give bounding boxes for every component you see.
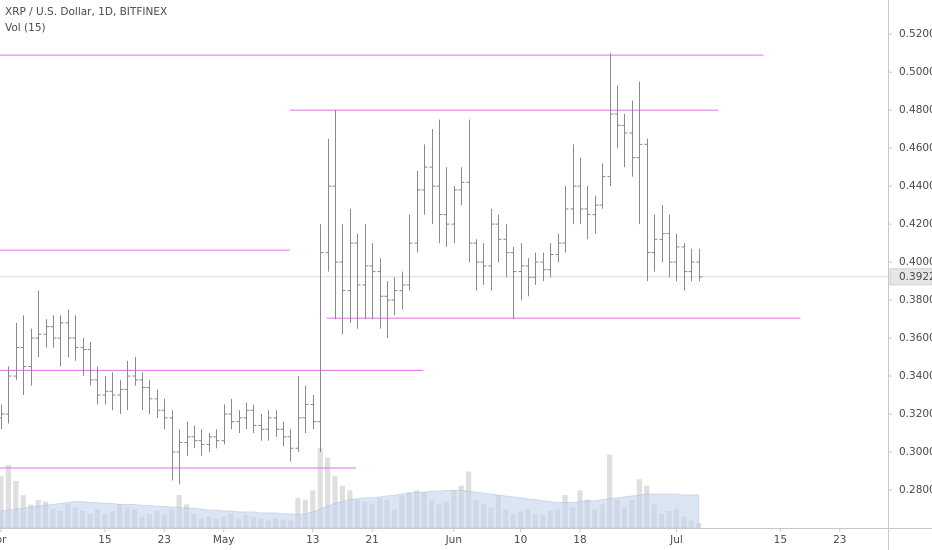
y-tick-label: 0.46000: [899, 142, 932, 154]
x-tick-label: May: [213, 534, 235, 546]
y-tick-label: 0.28000: [899, 484, 932, 496]
chart-title: XRP / U.S. Dollar, 1D, BITFINEX: [5, 6, 167, 18]
y-tick-label: 0.42000: [899, 218, 932, 230]
volume-title: Vol (15): [5, 22, 46, 34]
axes: 0.28000 0.30000 0.32000 0.34000 0.36000 0.380…: [0, 28, 932, 546]
x-tick-label: 15: [98, 534, 111, 546]
y-tick-label: 0.32000: [899, 408, 932, 420]
volume-bar: [607, 454, 613, 528]
price-pane: [0, 53, 888, 485]
y-tick-label: 0.48000: [899, 104, 932, 116]
volume-bar: [332, 476, 338, 528]
volume-bar: [13, 480, 19, 528]
y-tick-label: 0.52000: [899, 28, 932, 40]
x-tick-label: Jul: [669, 534, 683, 546]
volume-bar: [324, 457, 331, 528]
volume-ma-area: [0, 489, 700, 529]
y-tick-label: 0.44000: [899, 180, 932, 192]
x-tick-label: 13: [306, 534, 319, 546]
volume-bar: [5, 464, 12, 528]
volume-bar: [295, 497, 301, 528]
volume-bar: [317, 448, 323, 528]
last-price-box: [889, 268, 932, 286]
y-tick-label: 0.50000: [899, 66, 932, 78]
y-tick-label: 0.30000: [899, 446, 932, 458]
volume-bar: [310, 490, 316, 528]
last-price-label: 0.39226: [899, 271, 932, 283]
y-tick-label: 0.38000: [899, 294, 932, 306]
x-tick-label: 23: [158, 534, 171, 546]
x-tick-label: pr: [0, 534, 7, 546]
x-tick-label: Jun: [445, 534, 462, 546]
y-tick-label: 0.36000: [899, 332, 932, 344]
y-tick-label: 0.40000: [899, 256, 932, 268]
x-tick-label: 15: [774, 534, 787, 546]
y-tick-label: 0.34000: [899, 370, 932, 382]
x-tick-label: 10: [514, 534, 527, 546]
x-tick-label: 21: [365, 534, 378, 546]
x-tick-label: 23: [833, 534, 846, 546]
volume-pane: [0, 448, 702, 529]
x-tick-label: 18: [573, 534, 586, 546]
volume-bar: [0, 476, 4, 528]
